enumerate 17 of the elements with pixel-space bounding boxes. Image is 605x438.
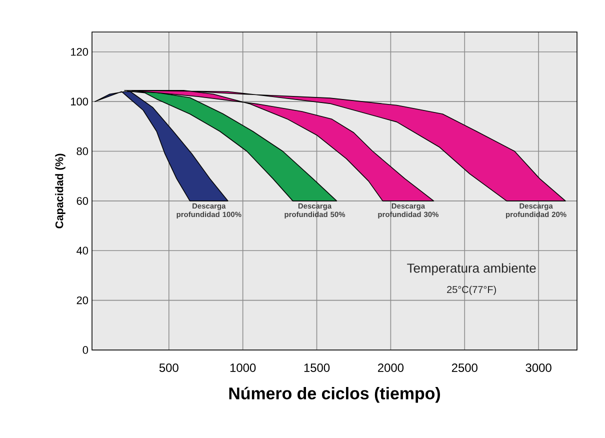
x-tick-label: 1000 xyxy=(230,364,256,372)
y-tick-label: 100 xyxy=(71,98,88,106)
annotation: 25°C(77°F) xyxy=(447,286,496,296)
x-axis-title: Número de ciclos (tiempo) xyxy=(229,386,440,403)
x-tick-label: 500 xyxy=(159,364,178,372)
y-tick-label: 40 xyxy=(76,246,88,255)
y-tick-label: 80 xyxy=(76,147,88,156)
y-tick-label: 120 xyxy=(71,48,88,56)
x-tick-label: 2500 xyxy=(452,364,478,372)
x-tick-label: 3000 xyxy=(526,364,552,372)
y-tick-label: 0 xyxy=(82,346,88,354)
y-axis-title: Capacidad (%) xyxy=(55,154,66,228)
annotation: Temperatura ambiente xyxy=(407,263,536,276)
y-tick-label: 20 xyxy=(76,296,88,304)
x-tick-label: 2000 xyxy=(378,364,404,372)
x-tick-label: 1500 xyxy=(304,364,330,372)
y-tick-label: 60 xyxy=(76,197,88,205)
